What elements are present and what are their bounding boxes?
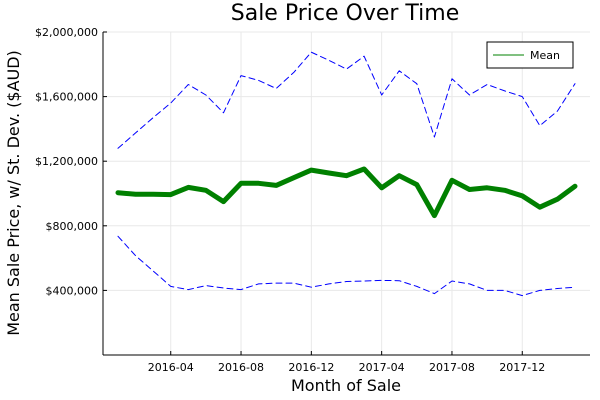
x-tick-label: 2016-04 (148, 361, 194, 374)
y-axis-label: Mean Sale Price, w/ St. Dev. ($AUD) (4, 50, 23, 336)
x-tick-label: 2017-12 (499, 361, 545, 374)
chart-title: Sale Price Over Time (231, 1, 460, 26)
series-line-upper (117, 51, 576, 149)
legend-label-mean: Mean (530, 49, 560, 62)
data-layer (115, 51, 578, 297)
x-tick-label: 2016-08 (218, 361, 264, 374)
x-axis-label: Month of Sale (291, 376, 401, 395)
y-tick-label: $400,000 (46, 284, 99, 297)
series-line-lower (117, 235, 576, 297)
series-line-mean (115, 166, 578, 219)
x-tick-label: 2016-12 (288, 361, 334, 374)
y-tick-label: $1,200,000 (35, 155, 98, 168)
x-tick-label: 2017-08 (429, 361, 475, 374)
y-tick-label: $1,600,000 (35, 91, 98, 104)
legend: Mean (486, 41, 574, 69)
x-tick-label: 2017-04 (359, 361, 405, 374)
y-tick-label: $800,000 (46, 220, 99, 233)
y-tick-label: $2,000,000 (35, 26, 98, 39)
tick-layer: $400,000 $800,000 $1,200,000 $1,600,000 $2,0… (35, 26, 545, 374)
axis-layer (102, 32, 590, 356)
